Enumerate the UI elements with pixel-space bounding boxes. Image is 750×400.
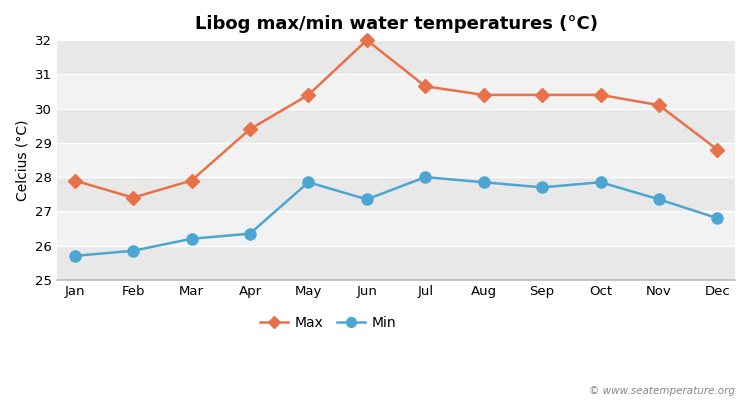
Title: Libog max/min water temperatures (°C): Libog max/min water temperatures (°C): [194, 15, 598, 33]
Bar: [57, 40, 735, 74]
Legend: Max, Min: Max, Min: [254, 310, 402, 335]
Bar: [57, 143, 735, 177]
Bar: [57, 74, 735, 109]
Bar: [57, 177, 735, 211]
Text: © www.seatemperature.org: © www.seatemperature.org: [589, 386, 735, 396]
Bar: [57, 109, 735, 143]
Bar: [57, 246, 735, 280]
Y-axis label: Celcius (°C): Celcius (°C): [15, 119, 29, 201]
Bar: [57, 211, 735, 246]
